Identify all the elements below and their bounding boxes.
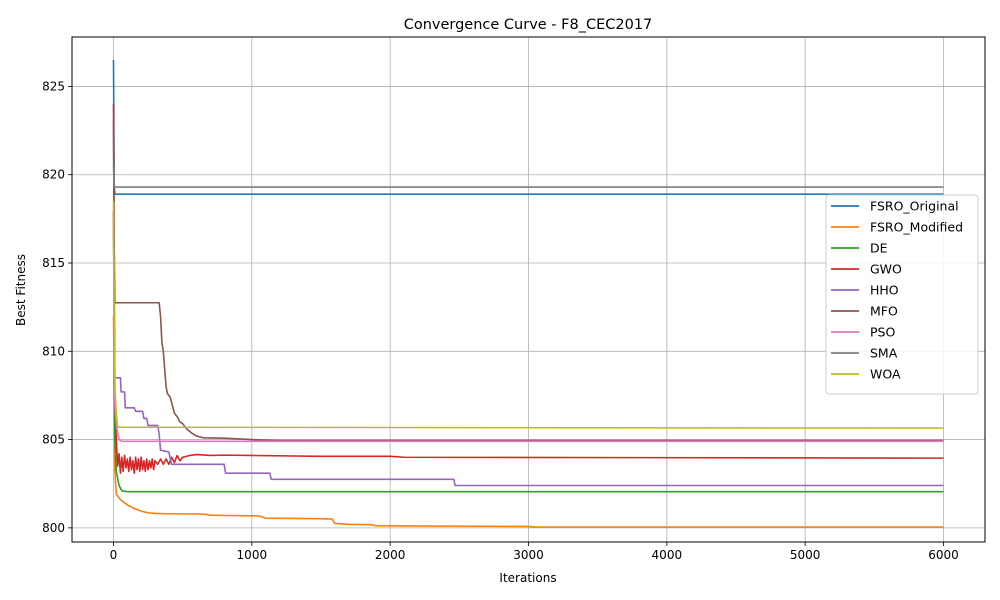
series-line-sma	[112, 165, 944, 188]
y-tick-label: 805	[42, 433, 65, 447]
legend-label-mfo: MFO	[870, 304, 898, 319]
x-tick-label: 4000	[652, 548, 683, 562]
y-tick-label: 825	[42, 79, 65, 93]
x-tick-label: 1000	[237, 548, 268, 562]
legend-label-pso: PSO	[870, 325, 895, 340]
legend-label-woa: WOA	[870, 367, 901, 382]
series-lines	[112, 59, 944, 528]
chart-title: Convergence Curve - F8_CEC2017	[404, 17, 653, 33]
y-axis-ticks: 800 805 810 815 820 825	[42, 79, 72, 535]
legend-label-sma: SMA	[870, 346, 898, 361]
x-tick-label: 6000	[928, 548, 959, 562]
series-line-gwo	[112, 104, 944, 474]
y-tick-label: 815	[42, 256, 65, 270]
x-axis-title: Iterations	[499, 571, 556, 585]
x-tick-label: 0	[110, 548, 118, 562]
y-tick-label: 800	[42, 521, 65, 535]
legend-box	[825, 194, 979, 395]
legend-label-de: DE	[870, 241, 888, 256]
legend-label-fsro-modified: FSRO_Modified	[870, 220, 963, 235]
series-line-woa	[112, 201, 944, 429]
y-tick-label: 820	[42, 168, 65, 182]
legend-label-gwo: GWO	[870, 262, 902, 277]
legend: FSRO_Original FSRO_Modified DE GWO HHO MFO PSO…	[825, 194, 979, 395]
x-tick-label: 2000	[375, 548, 406, 562]
x-axis-ticks: 0 1000 2000 3000 4000 5000 6000	[110, 542, 959, 562]
y-tick-label: 810	[42, 344, 65, 358]
series-line-mfo	[112, 121, 944, 442]
x-tick-label: 3000	[513, 548, 544, 562]
y-axis-title: Best Fitness	[14, 254, 28, 326]
legend-label-fsro-original: FSRO_Original	[870, 199, 959, 214]
legend-label-hho: HHO	[870, 283, 899, 298]
x-tick-label: 5000	[790, 548, 821, 562]
series-line-hho	[112, 210, 944, 487]
series-line-fsro-modified	[112, 315, 944, 528]
